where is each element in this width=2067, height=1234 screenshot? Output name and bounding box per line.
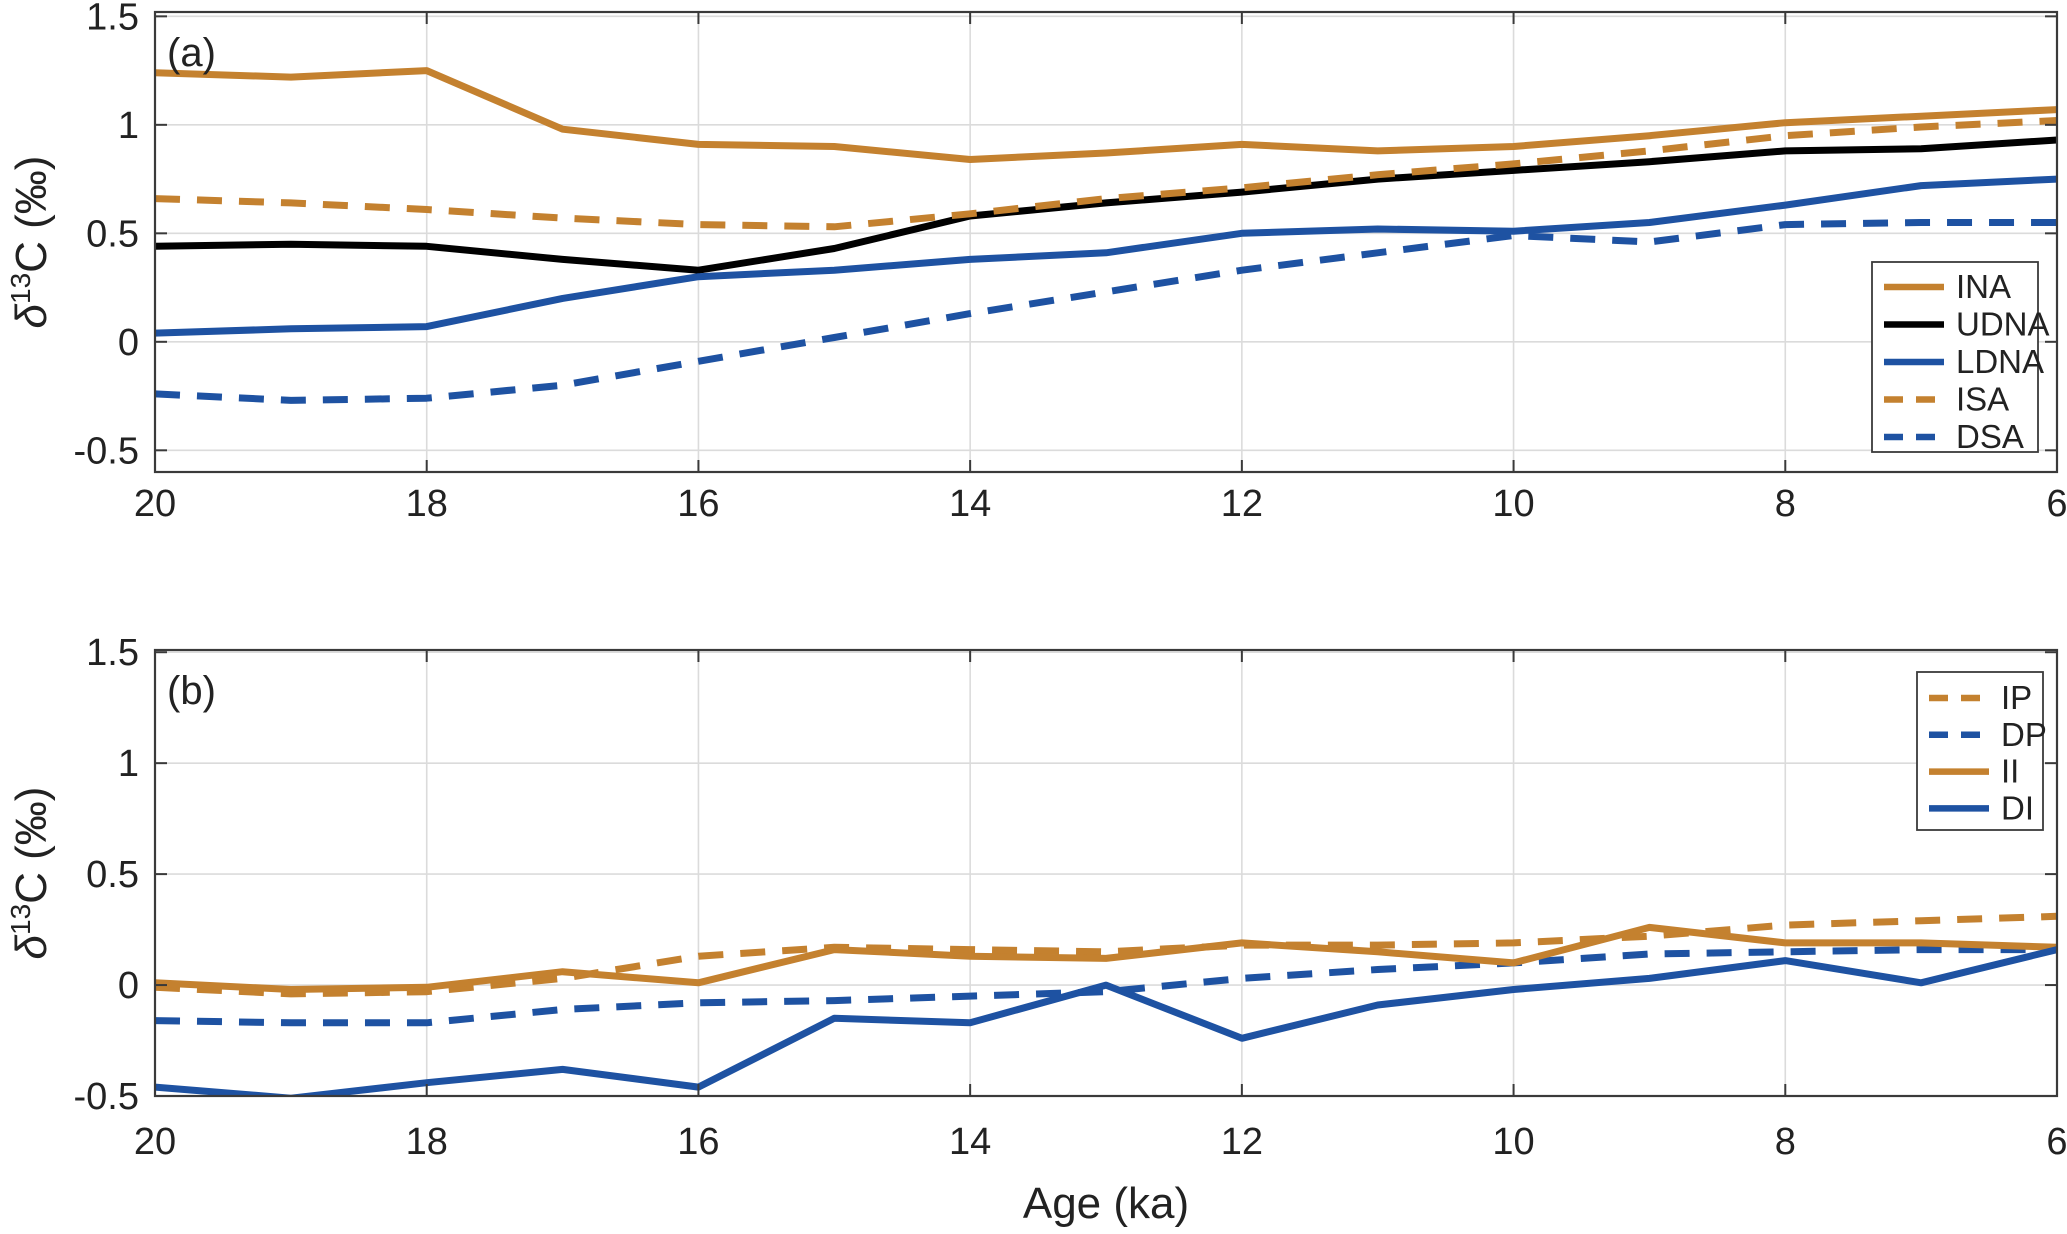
panel-a-y-tick-labels: -0.5 0 0.5 1 1.5	[74, 0, 139, 472]
x-tick-label: 20	[134, 483, 176, 525]
legend-entry-UDNA: UDNA	[1884, 306, 2050, 343]
series-line-IP	[155, 912, 2057, 998]
y-tick-label: 1.5	[86, 632, 139, 674]
series-line-ISA	[155, 117, 2057, 231]
y-tick-label: -0.5	[74, 430, 139, 472]
legend-label-LDNA: LDNA	[1956, 343, 2044, 380]
y-tick-label: 0	[118, 322, 139, 364]
panel-b-grid	[154, 650, 2058, 1097]
x-tick-label: 10	[1492, 483, 1534, 525]
x-tick-label: 14	[949, 1121, 991, 1163]
legend-label-UDNA: UDNA	[1956, 306, 2050, 343]
x-tick-label: 16	[677, 1121, 719, 1163]
legend-box	[1871, 261, 2039, 453]
panel-b-y-axis-label: δ13C (‰)	[5, 787, 56, 960]
legend-entry-DP: DP	[1929, 716, 2047, 753]
panel-b-axes-box	[153, 648, 2059, 1098]
x-axis-label: Age (ka)	[1023, 1179, 1189, 1228]
panel-b-x-tick-labels: 20 18 16 14 12 10 8 6	[134, 1121, 2067, 1163]
x-tick-label: 10	[1492, 1121, 1534, 1163]
x-tick-label: 14	[949, 483, 991, 525]
y-tick-label: 0	[118, 965, 139, 1007]
y-tick-label: 0.5	[86, 854, 139, 896]
legend-label-INA: INA	[1956, 268, 2011, 305]
panel-a-x-tick-labels: 20 18 16 14 12 10 8 6	[134, 483, 2067, 525]
x-tick-label: 6	[2046, 1121, 2067, 1163]
legend-entry-INA: INA	[1884, 268, 2011, 305]
legend-entry-DI: DI	[1929, 789, 2034, 826]
panel-a-ticks	[154, 12, 2058, 472]
series-line-DSA	[155, 219, 2057, 404]
y-tick-label: 0.5	[86, 213, 139, 255]
series-line-DP	[155, 946, 2057, 1027]
legend-label-DP: DP	[2001, 716, 2047, 753]
legend-label-DSA: DSA	[1956, 418, 2024, 455]
panel-b-label: (b)	[167, 669, 216, 713]
panel-a-axes-box	[153, 10, 2059, 474]
legend-entry-LDNA: LDNA	[1884, 343, 2044, 380]
panel-b-series	[155, 912, 2057, 1096]
y-tick-label: -0.5	[74, 1076, 139, 1118]
y-tick-label: 1	[118, 105, 139, 147]
legend-label-DI: DI	[2001, 789, 2034, 826]
legend-label-IP: IP	[2001, 679, 2032, 716]
series-line-DI	[155, 946, 2057, 1096]
legend-label-II: II	[2001, 753, 2019, 790]
panel-b: 20 18 16 14 12 10 8 6 -0.5 0 0.5 1 1.5 (b) δ13C (‰) Age…	[5, 632, 2067, 1228]
x-tick-label: 8	[1775, 483, 1796, 525]
panel-a-label: (a)	[167, 31, 216, 75]
panel-b-ticks	[154, 650, 2058, 1097]
x-tick-label: 18	[406, 1121, 448, 1163]
panel-a-grid	[154, 12, 2058, 472]
series-line-LDNA	[155, 175, 2057, 337]
legend-label-ISA: ISA	[1956, 381, 2009, 418]
y-tick-label: 1.5	[86, 0, 139, 38]
x-tick-label: 20	[134, 1121, 176, 1163]
y-tick-label: 1	[118, 743, 139, 785]
panel-b-y-tick-labels: -0.5 0 0.5 1 1.5	[74, 632, 139, 1118]
panel-a-y-axis-label: δ13C (‰)	[5, 156, 56, 329]
series-line-UDNA	[155, 136, 2057, 274]
series-line-INA	[155, 67, 2057, 163]
x-tick-label: 12	[1221, 1121, 1263, 1163]
x-tick-label: 18	[406, 483, 448, 525]
x-tick-label: 8	[1775, 1121, 1796, 1163]
legend-entry-II: II	[1929, 753, 2019, 790]
legend-entry-ISA: ISA	[1884, 381, 2009, 418]
x-tick-label: 12	[1221, 483, 1263, 525]
x-tick-label: 16	[677, 483, 719, 525]
x-tick-label: 6	[2046, 483, 2067, 525]
legend-entry-DSA: DSA	[1884, 418, 2024, 455]
legend-entry-IP: IP	[1929, 679, 2032, 716]
panel-a-series	[155, 67, 2057, 404]
series-line-II	[155, 923, 2057, 993]
panel-a: 20 18 16 14 12 10 8 6 -0.5 0 0.5 1 1.5 (a) δ13C (‰) INA…	[5, 0, 2067, 525]
